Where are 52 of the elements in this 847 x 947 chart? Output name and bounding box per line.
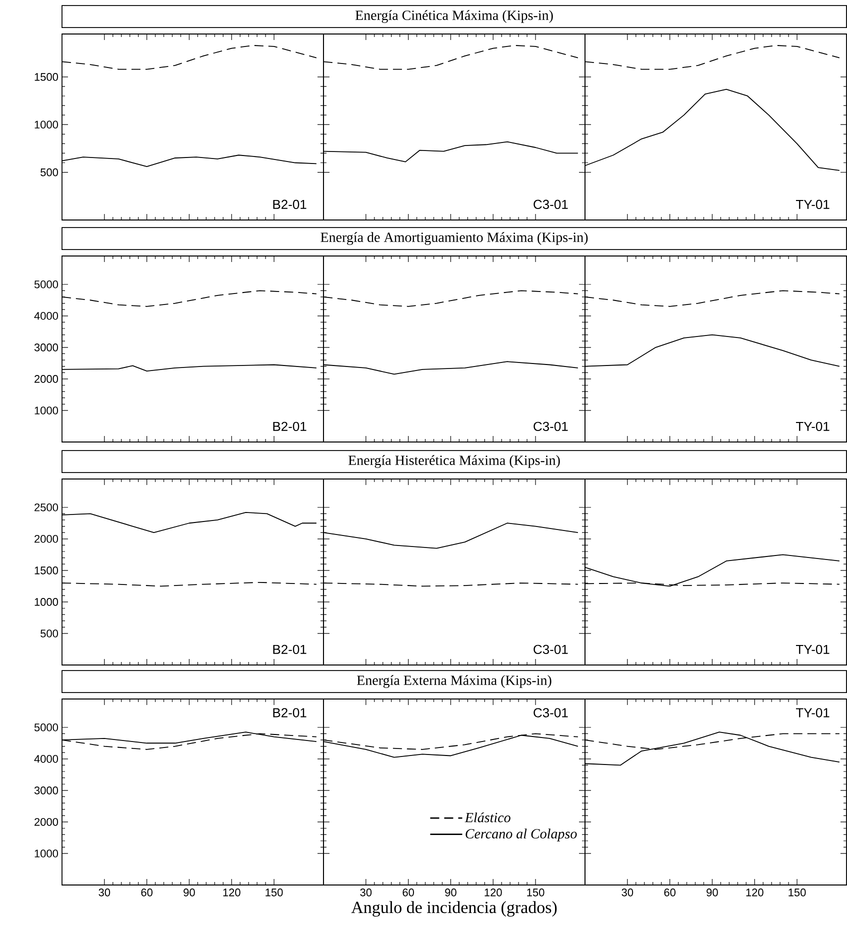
y-tick-label: 1500	[34, 73, 58, 81]
annotation: TY-01	[796, 422, 830, 432]
y-tick-label: 500	[40, 630, 58, 638]
legend-label: Cercano al Colapso	[466, 828, 577, 842]
y-tick-label: 3000	[34, 786, 58, 794]
y-tick-label: 2000	[34, 535, 58, 543]
x-tick-label: 90	[445, 888, 456, 896]
x-tick-label: 120	[746, 888, 764, 896]
annotation: C3-01	[534, 708, 568, 718]
annotation: B2-01	[273, 708, 306, 718]
y-tick-label: 5000	[34, 723, 58, 732]
y-tick-label: 3000	[34, 344, 58, 352]
chart-title: Energía Histerética Máxima (Kips-in)	[348, 455, 560, 468]
y-tick-label: 500	[40, 168, 58, 176]
annotation: TY-01	[796, 644, 830, 654]
x-tick-label: 60	[141, 888, 152, 896]
x-tick-label: 150	[527, 888, 544, 896]
y-tick-label: 1000	[34, 120, 58, 128]
y-tick-label: 2000	[34, 818, 58, 826]
x-tick-label: 90	[706, 888, 718, 896]
x-tick-label: 150	[788, 888, 806, 896]
annotation: C3-01	[534, 422, 568, 432]
chart-title: Energía de Amortiguamiento Máxima (Kips-in)	[320, 232, 588, 245]
y-tick-label: 2000	[34, 375, 58, 383]
legend-label: Elástico	[464, 812, 510, 822]
x-tick-label: 30	[360, 888, 372, 896]
y-tick-label: 4000	[34, 755, 58, 763]
annotation: C3-01	[534, 200, 568, 210]
y-tick-label: 4000	[34, 312, 58, 320]
y-tick-label: 1000	[34, 598, 58, 606]
x-tick-label: 60	[402, 888, 414, 896]
x-tick-label: 30	[98, 888, 110, 896]
annotation: TY-01	[796, 200, 830, 210]
annotation: TY-01	[796, 708, 830, 718]
y-tick-label: 1500	[34, 566, 58, 574]
chart-title: Energía Externa Máxima (Kips-in)	[357, 675, 552, 688]
y-tick-label: 2500	[34, 503, 58, 512]
annotation: B2-01	[273, 644, 306, 654]
y-tick-label: 1000	[34, 850, 58, 858]
x-tick-label: 120	[223, 888, 240, 896]
annotation: B2-01	[273, 200, 306, 210]
chart-title: Energía Cinética Máxima (Kips-in)	[355, 10, 553, 23]
x-tick-label: 30	[622, 888, 634, 896]
x-tick-label: 60	[664, 888, 676, 896]
x-tick-label: 150	[266, 888, 283, 896]
annotation: C3-01	[534, 644, 568, 654]
x-axis-title: Angulo de incidencia (grados)	[351, 901, 557, 917]
x-tick-label: 90	[184, 888, 195, 896]
annotation: B2-01	[273, 422, 306, 432]
y-tick-label: 5000	[34, 280, 58, 288]
y-tick-label: 1000	[34, 406, 58, 414]
x-tick-label: 120	[484, 888, 502, 896]
